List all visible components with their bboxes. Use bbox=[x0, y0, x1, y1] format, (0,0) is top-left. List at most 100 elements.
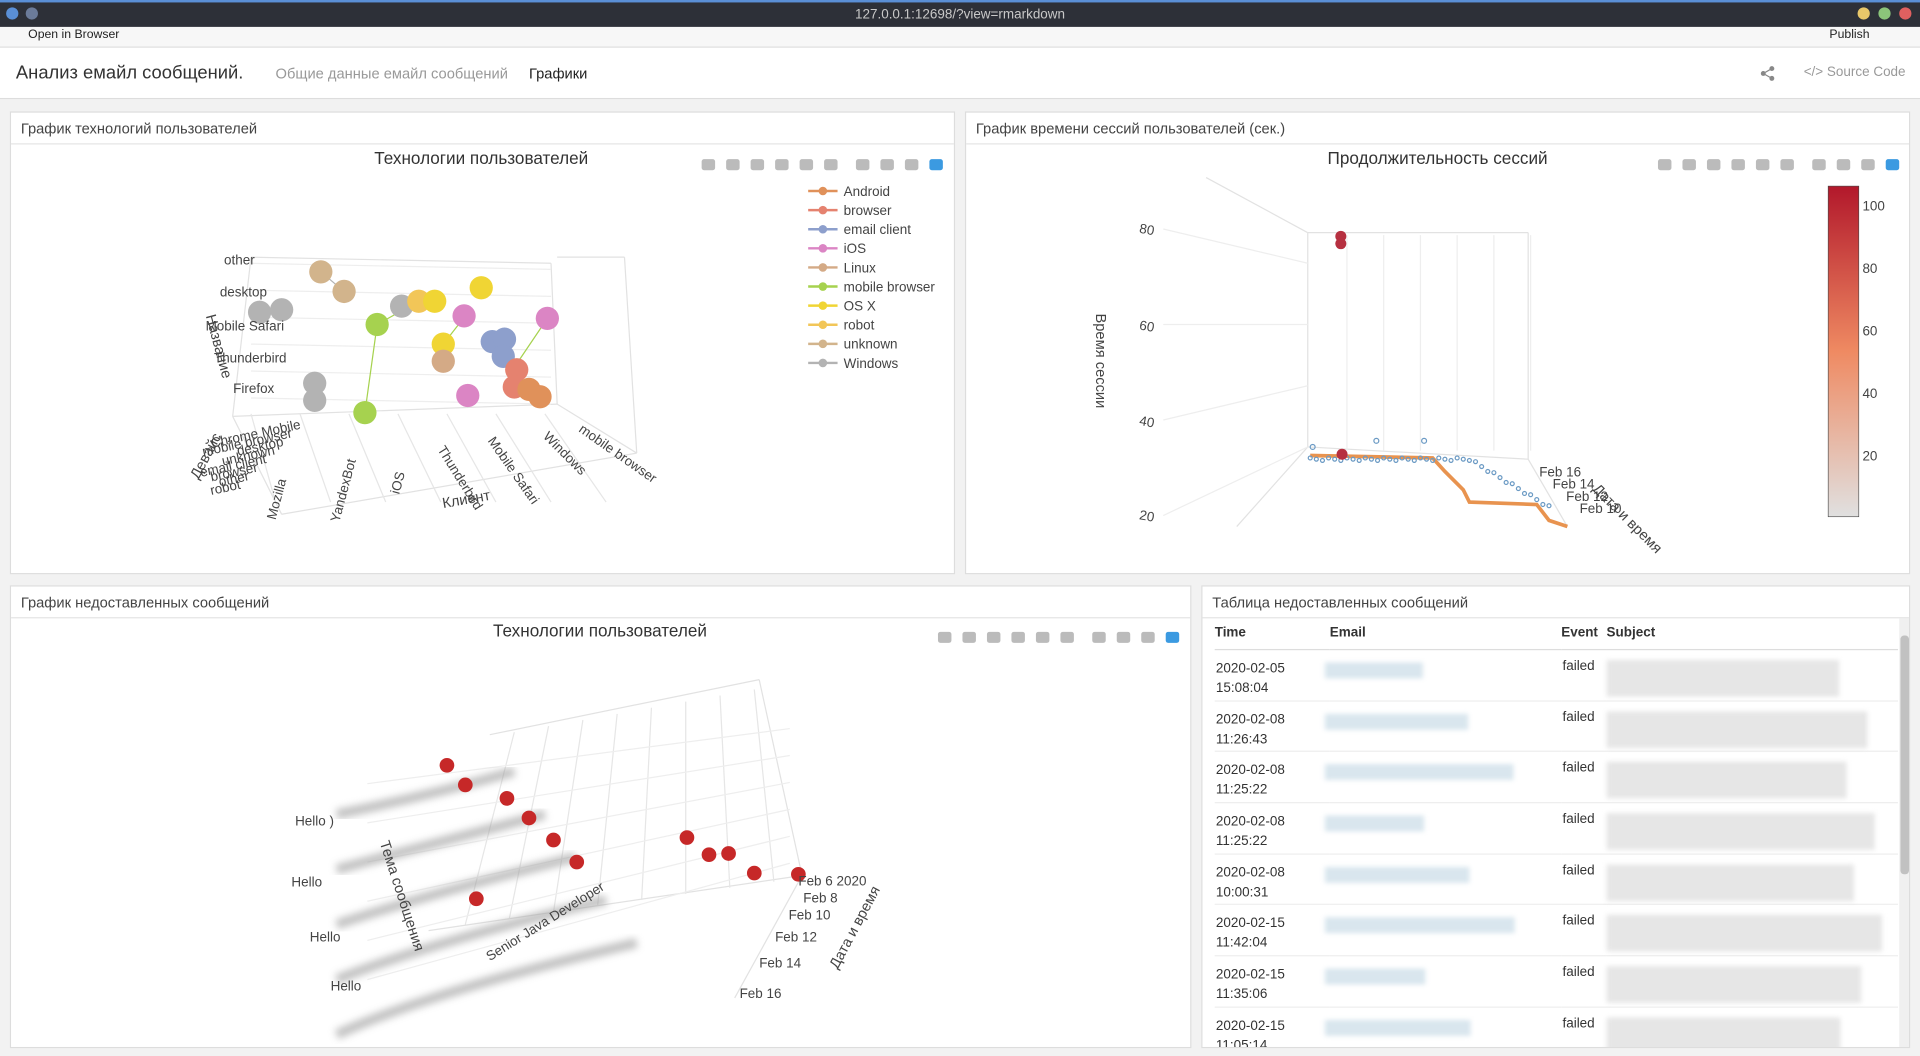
redacted bbox=[1324, 968, 1426, 985]
panel: График времени сессий пользователей (сек… bbox=[964, 111, 1911, 575]
table-row: 2020-02-08 11:25:22 failed bbox=[1214, 752, 1898, 803]
date: 2020-02-08 bbox=[1215, 865, 1285, 881]
date: 2020-02-08 bbox=[1215, 763, 1285, 779]
redacted bbox=[1606, 915, 1883, 952]
source-code-text: Source Code bbox=[1826, 64, 1906, 80]
dashboard-title: Анализ емайл сообщений. bbox=[15, 62, 244, 84]
window-title-bar: 127.0.0.1:12698/?view=rmarkdown bbox=[0, 0, 1920, 27]
cell-event: failed bbox=[1562, 760, 1595, 776]
redacted bbox=[1324, 1019, 1471, 1036]
column-header: Time bbox=[1214, 618, 1330, 651]
panel: График недоставленных сообщений bbox=[9, 585, 1192, 1049]
column-header: Subject bbox=[1606, 618, 1898, 651]
window-buttons-right[interactable] bbox=[1854, 6, 1915, 23]
date: 2020-02-08 bbox=[1215, 814, 1285, 830]
nav-tab-active[interactable]: Графики bbox=[528, 64, 588, 83]
cell-email bbox=[1324, 1007, 1561, 1047]
cell-email bbox=[1324, 803, 1561, 854]
cell-event: failed bbox=[1562, 658, 1595, 674]
cell-time: 2020-02-15 11:42:04 bbox=[1215, 905, 1330, 956]
header-row: Time Email Event Subject bbox=[1214, 618, 1898, 651]
time: 15:08:04 bbox=[1215, 680, 1269, 696]
cell-email bbox=[1324, 956, 1561, 1007]
cell-subject bbox=[1606, 752, 1898, 803]
table-row: 2020-02-08 11:26:43 failed bbox=[1214, 701, 1898, 752]
time: 10:00:31 bbox=[1215, 885, 1269, 900]
cell-event: failed bbox=[1562, 1016, 1595, 1031]
panel-header: График технологий пользователей bbox=[11, 113, 954, 145]
url: 127.0.0.1:12698/?view=rmarkdown bbox=[854, 7, 1066, 23]
scroll-thumb[interactable] bbox=[1900, 635, 1909, 875]
cell-event: failed bbox=[1562, 862, 1595, 878]
column-header: Email bbox=[1329, 618, 1562, 651]
table: Time Email Event Subject 2020-02-05 15:08:04 f… bbox=[1214, 618, 1898, 1049]
date: 2020-02-08 bbox=[1215, 712, 1285, 727]
nav-tab[interactable]: Общие данные емайл сообщений bbox=[275, 64, 508, 83]
share-icon[interactable] bbox=[1760, 65, 1777, 82]
redacted bbox=[1606, 762, 1847, 799]
redacted bbox=[1606, 966, 1862, 1004]
redacted bbox=[1606, 711, 1868, 748]
cell-subject bbox=[1606, 650, 1898, 701]
cell-time: 2020-02-15 11:05:14 bbox=[1215, 1007, 1330, 1049]
date: 2020-02-15 bbox=[1215, 916, 1285, 932]
redacted bbox=[1324, 866, 1470, 883]
redacted bbox=[1324, 662, 1423, 679]
cell-email bbox=[1324, 854, 1561, 905]
time: 11:35:06 bbox=[1215, 987, 1268, 1002]
date: 2020-02-15 bbox=[1215, 1018, 1285, 1034]
table-row: 2020-02-15 11:05:14 failed bbox=[1215, 1007, 1898, 1049]
time: 11:25:22 bbox=[1215, 833, 1268, 849]
date: 2020-02-15 bbox=[1215, 967, 1285, 983]
cell-time: 2020-02-05 15:08:04 bbox=[1215, 650, 1330, 701]
redacted bbox=[1606, 660, 1840, 697]
time: 11:42:04 bbox=[1215, 936, 1268, 951]
viewer-toolbar: Open in Browser Publish bbox=[0, 26, 1920, 48]
table-row: 2020-02-08 11:25:22 failed bbox=[1214, 803, 1898, 854]
panel-header: График времени сессий пользователей (сек… bbox=[966, 113, 1909, 145]
redacted bbox=[1324, 815, 1425, 832]
navbar: Анализ емайл сообщений. Общие данные ема… bbox=[0, 47, 1920, 100]
cell-email bbox=[1324, 905, 1561, 956]
cell-time: 2020-02-15 11:35:06 bbox=[1215, 956, 1330, 1007]
cell-subject bbox=[1606, 803, 1898, 854]
redacted bbox=[1606, 813, 1875, 850]
cell-event: failed bbox=[1562, 965, 1595, 980]
table-row: 2020-02-15 11:35:06 failed bbox=[1214, 956, 1898, 1007]
cell-email bbox=[1324, 752, 1561, 803]
time: 11:25:22 bbox=[1215, 782, 1268, 798]
time: 11:05:14 bbox=[1215, 1038, 1268, 1049]
publish-button[interactable]: Publish bbox=[1829, 28, 1870, 42]
cell-email bbox=[1324, 650, 1561, 701]
column-header: Event bbox=[1561, 618, 1607, 651]
cell-time: 2020-02-08 11:25:22 bbox=[1215, 803, 1330, 854]
cell-time: 2020-02-08 11:25:22 bbox=[1215, 752, 1330, 803]
cell-email bbox=[1324, 701, 1561, 752]
cell-event: failed bbox=[1562, 709, 1595, 725]
panel-header: График недоставленных сообщений bbox=[11, 587, 1191, 619]
cell-subject bbox=[1606, 701, 1898, 752]
window-buttons-left bbox=[6, 7, 38, 20]
date: 2020-02-05 bbox=[1215, 661, 1285, 676]
source-code-link[interactable]: </> Source Code bbox=[1803, 64, 1906, 80]
redacted bbox=[1324, 764, 1514, 781]
cell-subject bbox=[1606, 1007, 1898, 1047]
cell-time: 2020-02-08 11:26:43 bbox=[1215, 701, 1330, 752]
table-row: 2020-02-05 15:08:04 failed bbox=[1214, 650, 1898, 701]
cell-subject bbox=[1606, 854, 1898, 905]
panel-header: Таблица недоставленных сообщений bbox=[1202, 587, 1909, 619]
cell-subject bbox=[1606, 956, 1898, 1007]
table-row: 2020-02-08 10:00:31 failed bbox=[1214, 854, 1898, 905]
redacted bbox=[1606, 864, 1854, 901]
cell-time: 2020-02-08 10:00:31 bbox=[1215, 854, 1330, 905]
table-scroll: Time Email Event Subject 2020-02-05 15:08:04 f… bbox=[1202, 618, 1898, 1049]
time: 11:26:43 bbox=[1215, 731, 1268, 747]
cell-subject bbox=[1606, 905, 1898, 956]
panel: График технологий пользователей bbox=[9, 111, 956, 575]
open-in-browser[interactable]: Open in Browser bbox=[28, 28, 120, 42]
table-row: 2020-02-15 11:42:04 failed bbox=[1214, 905, 1898, 956]
scrollbar[interactable] bbox=[1899, 618, 1909, 1047]
redacted bbox=[1324, 713, 1469, 730]
